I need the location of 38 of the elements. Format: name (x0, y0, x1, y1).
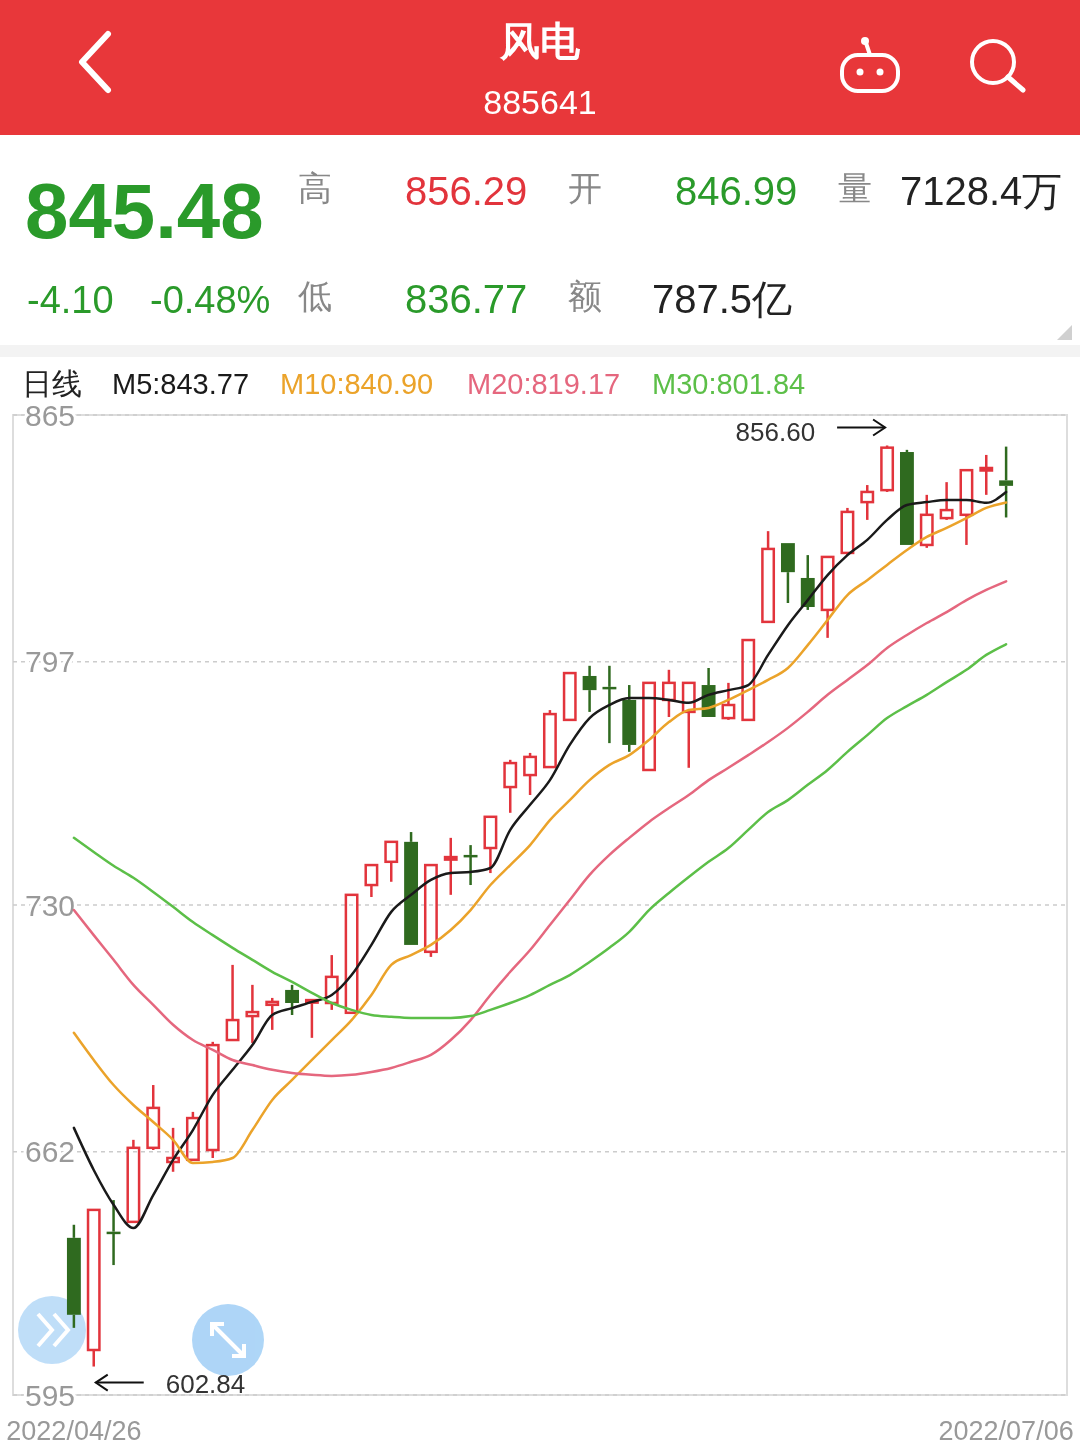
text: -0.48% (150, 279, 271, 321)
text: 836.77 (405, 277, 528, 321)
line-series (72, 580, 1008, 1078)
text: M30:801.84 (652, 368, 806, 400)
text: 7128.4万 (900, 169, 1063, 213)
text: 856.29 (405, 169, 528, 213)
text: 量 (838, 169, 872, 207)
candlestick (443, 836, 458, 897)
chart-title: 风电 (499, 19, 581, 63)
candlestick (582, 664, 597, 714)
text: 846.99 (675, 169, 798, 213)
text: 高 (298, 169, 332, 207)
candlestick (860, 483, 875, 522)
y-tick-label: 662 (25, 1135, 76, 1169)
y-tick-label: 730 (25, 888, 76, 922)
candlestick (979, 453, 994, 497)
annotation: 602.84 (165, 1368, 246, 1399)
text: 845.48 (25, 167, 264, 255)
candlestick (622, 683, 637, 754)
text: M10:840.90 (280, 368, 434, 400)
y-tick-label: 595 (25, 1378, 76, 1412)
x-tick-label: 2022/07/06 (938, 1416, 1074, 1446)
line-series (72, 643, 1008, 1020)
candlestick (999, 445, 1014, 519)
text: -4.10 (27, 279, 114, 321)
text: 额 (568, 277, 602, 315)
annotation: 856.60 (735, 417, 816, 448)
text: 787.5亿 (652, 277, 793, 321)
text: M5:843.77 (112, 368, 250, 400)
text: M20:819.17 (467, 368, 621, 400)
x-tick-label: 2022/04/26 (6, 1416, 142, 1446)
candlestick (245, 983, 260, 1045)
text: 低 (298, 277, 332, 315)
y-tick-label: 797 (25, 645, 76, 679)
y-tick-label: 865 (25, 398, 76, 432)
text: 开 (568, 169, 602, 207)
legend-title: 日线 (22, 367, 82, 400)
chart-subtitle: 885641 (483, 83, 597, 121)
